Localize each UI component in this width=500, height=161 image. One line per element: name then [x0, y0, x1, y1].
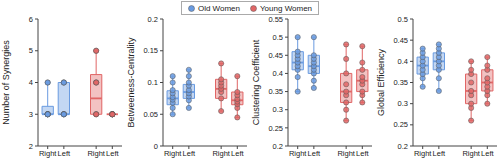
svg-text:Left: Left [231, 149, 244, 158]
svg-text:Right: Right [39, 149, 57, 158]
svg-text:Left: Left [308, 149, 321, 158]
svg-text:Betweeness-Centrality: Betweeness-Centrality [126, 37, 136, 128]
svg-text:0.35: 0.35 [393, 78, 408, 87]
svg-text:0.5: 0.5 [398, 15, 408, 24]
svg-text:0.5: 0.5 [273, 33, 283, 42]
svg-text:2: 2 [29, 142, 33, 151]
svg-text:0.05: 0.05 [143, 110, 158, 119]
svg-text:0.2: 0.2 [273, 142, 283, 151]
svg-text:Right: Right [289, 149, 307, 158]
svg-text:3: 3 [29, 110, 33, 119]
svg-text:Left: Left [433, 149, 446, 158]
html-text:Young Women: Young Women [260, 3, 313, 13]
svg-text:0: 0 [154, 142, 158, 151]
html-text:Old Women: Old Women [197, 3, 240, 13]
svg-text:Clustering Coefficient: Clustering Coefficient [251, 39, 261, 125]
svg-text:Left: Left [356, 149, 369, 158]
svg-text:Right: Right [337, 149, 355, 158]
svg-text:0.55: 0.55 [268, 15, 283, 24]
svg-text:0.2: 0.2 [398, 142, 408, 151]
svg-text:Number of Synergies: Number of Synergies [8, 40, 11, 125]
svg-text:0.1: 0.1 [148, 78, 158, 87]
svg-text:Right: Right [414, 149, 432, 158]
svg-text:Left: Left [58, 149, 71, 158]
svg-text:0.15: 0.15 [143, 46, 158, 55]
svg-text:5: 5 [29, 46, 33, 55]
svg-text:Right: Right [164, 149, 182, 158]
svg-text:Right: Right [462, 149, 480, 158]
svg-text:0.4: 0.4 [398, 57, 408, 66]
svg-text:0.25: 0.25 [268, 124, 283, 133]
svg-text:0.25: 0.25 [393, 120, 408, 129]
svg-text:Left: Left [183, 149, 196, 158]
svg-text:0.35: 0.35 [268, 87, 283, 96]
svg-text:0.3: 0.3 [273, 105, 283, 114]
svg-text:0.2: 0.2 [148, 15, 158, 24]
svg-text:Global Efficiency: Global Efficiency [376, 49, 386, 116]
svg-text:Right: Right [212, 149, 230, 158]
svg-text:4: 4 [29, 78, 33, 87]
svg-text:Right: Right [87, 149, 105, 158]
svg-text:0.45: 0.45 [393, 36, 408, 45]
svg-text:6: 6 [29, 15, 33, 24]
svg-text:0.3: 0.3 [398, 99, 408, 108]
svg-text:0.4: 0.4 [273, 69, 283, 78]
svg-text:0.45: 0.45 [268, 51, 283, 60]
svg-text:Left: Left [481, 149, 492, 158]
svg-text:Left: Left [106, 149, 119, 158]
